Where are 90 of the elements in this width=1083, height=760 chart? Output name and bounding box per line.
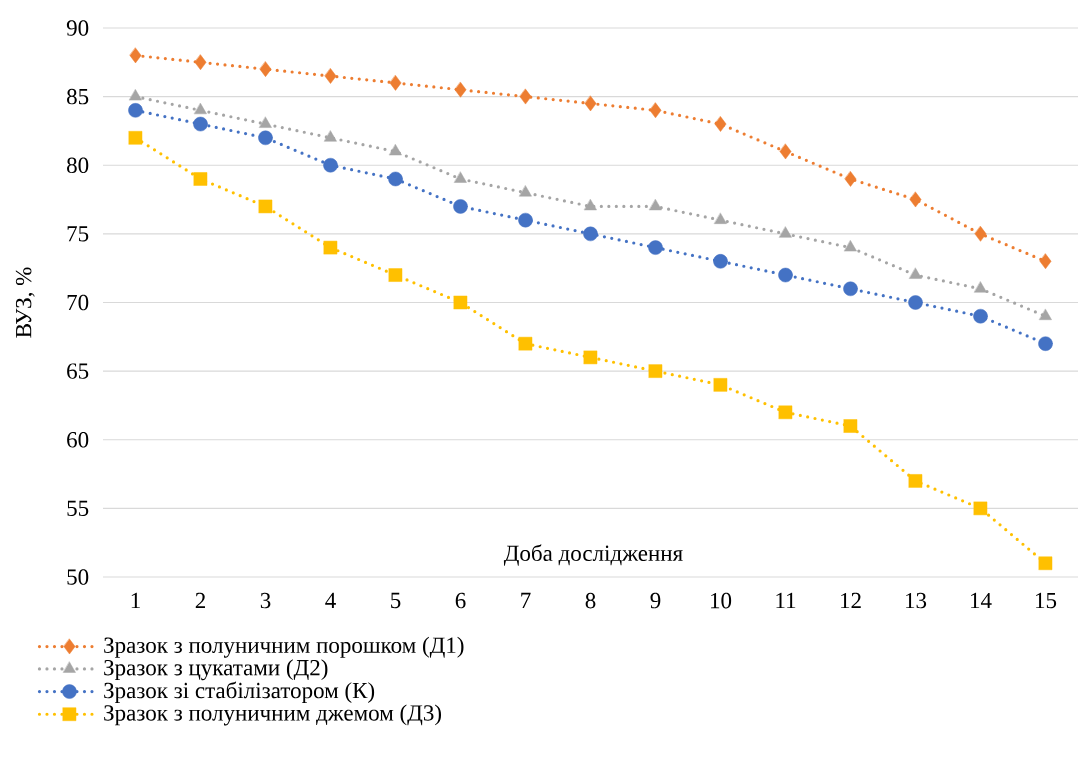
y-tick-label: 55 — [67, 500, 89, 517]
point — [519, 185, 532, 197]
point — [323, 158, 338, 173]
legend-label: Зразок з цукатами (Д2) — [104, 659, 328, 681]
point — [714, 116, 727, 132]
point — [259, 61, 272, 77]
point — [259, 116, 272, 128]
point — [128, 131, 143, 145]
x-tick-label: 10 — [711, 592, 732, 609]
point — [193, 172, 208, 186]
point — [583, 350, 598, 365]
point — [648, 364, 663, 378]
x-tick-label: 1 — [131, 592, 140, 609]
x-tick-label: 7 — [521, 592, 531, 608]
legend-label: Зразок зі стабілізатором (К) — [104, 681, 375, 703]
x-tick-label: 3 — [260, 592, 271, 609]
point — [779, 143, 792, 160]
point — [323, 240, 338, 255]
point — [908, 474, 923, 488]
point — [389, 144, 402, 156]
point — [324, 130, 337, 142]
point — [258, 130, 273, 146]
legend-label: Зразок з полуничним джемом (Д3) — [104, 704, 442, 726]
point — [843, 281, 858, 297]
point — [649, 199, 662, 211]
legend-label: Зразок з полуничним порошком (Д1) — [104, 636, 464, 658]
point — [714, 212, 727, 224]
point — [713, 254, 728, 269]
point — [843, 419, 858, 433]
point — [974, 281, 987, 293]
point — [324, 68, 337, 84]
point — [778, 405, 793, 420]
point — [649, 102, 662, 119]
point — [194, 54, 207, 71]
point — [713, 378, 728, 392]
x-tick-label: 9 — [650, 592, 661, 609]
point — [454, 171, 467, 183]
point — [388, 268, 403, 282]
point — [128, 103, 143, 118]
point — [194, 103, 207, 115]
y-axis-title: ВУЗ, % — [15, 267, 35, 338]
y-tick-label: 50 — [67, 569, 89, 585]
point — [1039, 253, 1052, 270]
x-tick-label: 15 — [1036, 592, 1057, 609]
point — [388, 171, 403, 187]
point — [844, 171, 857, 187]
point — [973, 501, 988, 516]
x-tick-label: 5 — [391, 592, 401, 609]
x-tick-label: 14 — [971, 592, 992, 609]
point — [518, 212, 533, 228]
x-tick-label: 8 — [585, 592, 596, 609]
point — [584, 95, 597, 112]
point — [1038, 336, 1053, 351]
point — [584, 199, 597, 211]
point — [1038, 556, 1053, 571]
point — [519, 88, 532, 105]
x-axis-title: Доба дослідження — [503, 544, 683, 566]
y-tick-label: 65 — [67, 363, 89, 379]
point — [129, 47, 142, 64]
y-tick-label: 90 — [66, 20, 89, 36]
point — [778, 267, 793, 283]
y-tick-label: 80 — [67, 157, 89, 173]
point — [908, 295, 923, 310]
x-tick-label: 6 — [455, 592, 466, 609]
point — [258, 199, 273, 214]
point — [909, 191, 922, 208]
point — [909, 267, 922, 279]
x-tick-label: 2 — [195, 592, 205, 609]
x-tick-label: 13 — [906, 592, 927, 609]
y-tick-label: 70 — [67, 294, 89, 311]
point — [973, 308, 988, 324]
x-tick-label: 12 — [841, 592, 861, 609]
point — [129, 89, 142, 101]
point — [974, 226, 987, 242]
point — [583, 226, 598, 242]
y-tick-label: 75 — [67, 226, 89, 242]
point — [518, 336, 533, 351]
point — [648, 240, 663, 255]
point — [453, 199, 468, 214]
point — [454, 82, 467, 98]
point — [779, 226, 792, 238]
point — [453, 295, 468, 310]
y-tick-label: 60 — [67, 431, 89, 448]
point — [844, 240, 857, 252]
point — [1039, 308, 1052, 320]
y-tick-label: 85 — [67, 88, 89, 105]
x-tick-label: 11 — [776, 592, 796, 609]
point — [389, 75, 402, 91]
x-tick-label: 4 — [325, 592, 336, 608]
point — [193, 116, 208, 132]
